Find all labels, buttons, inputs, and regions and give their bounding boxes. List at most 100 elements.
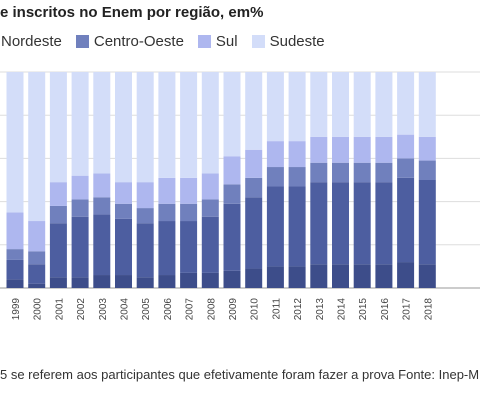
bar-segment-2007-s2	[180, 203, 198, 222]
x-tick-label: 2018	[423, 298, 434, 321]
bar-segment-2015-s2	[353, 162, 371, 183]
bar-segment-2009-s3	[223, 156, 241, 185]
legend-label-nordeste: Nordeste	[1, 33, 62, 50]
bar-segment-2003-s1	[93, 214, 111, 276]
bar-segment-2005-s4	[136, 72, 154, 183]
x-tick-label: 2009	[228, 298, 239, 321]
bar-segment-2016-s2	[375, 162, 393, 183]
bar-segment-2003-s0	[93, 275, 111, 288]
bar-segment-2014-s0	[332, 264, 349, 288]
bar-segment-2006-s1	[158, 221, 176, 276]
bar-segment-2017-s3	[397, 134, 415, 159]
bar-segment-2007-s4	[180, 72, 198, 178]
legend-swatch-sul	[197, 35, 211, 48]
bar-segment-2016-s1	[375, 182, 393, 265]
bar-segment-2000-s4	[28, 72, 46, 222]
bar-segment-2000-s2	[28, 251, 46, 265]
x-tick-label: 2016	[380, 298, 391, 321]
bar-segment-2005-s2	[136, 208, 154, 224]
bar-segment-2014-s2	[332, 162, 349, 183]
bar-segment-2003-s2	[93, 197, 111, 215]
bar-segment-2005-s3	[136, 182, 154, 209]
chart-title: e inscritos no Enem por região, em%	[0, 4, 264, 21]
bar-segment-2008-s3	[201, 173, 219, 200]
bar-segment-2012-s2	[288, 167, 306, 187]
bar-segment-2007-s3	[180, 177, 198, 204]
bar-segment-2011-s3	[266, 141, 284, 168]
legend-swatch-centro-oeste	[75, 35, 89, 48]
bar-segment-2015-s1	[353, 182, 371, 265]
bar-segment-2013-s0	[310, 264, 328, 288]
bar-segment-2017-s2	[397, 158, 415, 178]
bar-segment-2018-s0	[418, 264, 436, 288]
bar-segment-1999-s3	[6, 212, 24, 250]
bar-segment-2007-s1	[180, 221, 198, 273]
bar-segment-2009-s2	[223, 184, 241, 204]
bar-segment-2010-s2	[245, 177, 263, 198]
bar-segment-2006-s0	[158, 275, 176, 288]
bar-segment-2013-s1	[310, 182, 328, 265]
x-tick-label: 2014	[337, 298, 348, 321]
bar-segment-2001-s0	[49, 277, 67, 288]
x-tick-label: 2001	[54, 298, 65, 321]
legend-label-sul: Sul	[215, 33, 238, 50]
bar-segment-2011-s1	[266, 186, 284, 267]
bar-segment-2010-s3	[245, 149, 263, 178]
bar-segment-2004-s1	[115, 218, 132, 276]
bar-segment-2004-s3	[115, 182, 132, 204]
bar-segment-2009-s1	[223, 203, 241, 271]
bar-segment-2016-s0	[375, 264, 393, 288]
bar-segment-2001-s3	[49, 182, 67, 206]
bar-segment-2018-s1	[418, 180, 436, 265]
bar-segment-2014-s1	[332, 182, 349, 265]
bar-segment-2011-s2	[266, 167, 284, 187]
bar-segment-2001-s1	[49, 223, 67, 278]
bar-segment-2005-s0	[136, 277, 154, 288]
bar-segment-2014-s3	[332, 136, 349, 163]
legend-swatch-sudeste	[251, 35, 265, 48]
bar-segment-2014-s4	[332, 72, 349, 137]
x-tick-label: 2004	[120, 298, 131, 321]
bar-segment-2008-s1	[201, 216, 219, 273]
bar-segment-2009-s4	[223, 72, 241, 157]
bar-segment-2008-s2	[201, 199, 219, 217]
legend-item-sul: Sul	[197, 33, 238, 50]
x-tick-label: 2000	[33, 298, 44, 321]
bar-segment-2000-s0	[28, 283, 46, 288]
legend-item-centro-oeste: Centro-Oeste	[75, 33, 184, 50]
bar-segment-2012-s1	[288, 186, 306, 267]
bar-segment-2017-s1	[397, 177, 415, 263]
x-tick-label: 2011	[271, 298, 282, 320]
bar-segment-2002-s4	[71, 72, 89, 176]
bar-segment-2008-s0	[201, 272, 219, 288]
bar-segment-2016-s3	[375, 136, 393, 163]
bar-segment-2012-s4	[288, 72, 306, 142]
bar-segment-2005-s1	[136, 223, 154, 278]
bar-segment-2018-s4	[418, 72, 436, 137]
bar-segment-2008-s4	[201, 72, 219, 174]
bar-segment-2002-s1	[71, 216, 89, 278]
bar-segment-2012-s0	[288, 266, 306, 288]
x-tick-label: 2012	[293, 298, 304, 321]
x-tick-label: 2015	[358, 298, 369, 321]
bar-segment-2011-s4	[266, 72, 284, 142]
x-tick-label: 2002	[76, 298, 87, 321]
bar-segment-1999-s1	[6, 259, 24, 280]
bar-segment-2009-s0	[223, 270, 241, 288]
bar-segment-2003-s3	[93, 173, 111, 198]
legend-label-centro-oeste: Centro-Oeste	[93, 33, 184, 50]
bar-segment-2015-s4	[353, 72, 371, 137]
legend-item-nordeste: Nordeste	[0, 33, 62, 50]
bar-segment-2002-s0	[71, 277, 89, 288]
x-tick-label: 2017	[402, 298, 413, 321]
bar-segment-2013-s2	[310, 162, 328, 183]
bar-segment-1999-s4	[6, 72, 24, 213]
x-tick-label: 2013	[315, 298, 326, 321]
bar-segment-1999-s2	[6, 249, 24, 260]
source-note: 5 se referem aos participantes que efeti…	[0, 367, 480, 382]
x-tick-label: 2007	[185, 298, 196, 321]
legend-item-sudeste: Sudeste	[251, 33, 325, 50]
bar-segment-2000-s1	[28, 264, 46, 284]
bar-segment-2001-s4	[49, 72, 67, 183]
